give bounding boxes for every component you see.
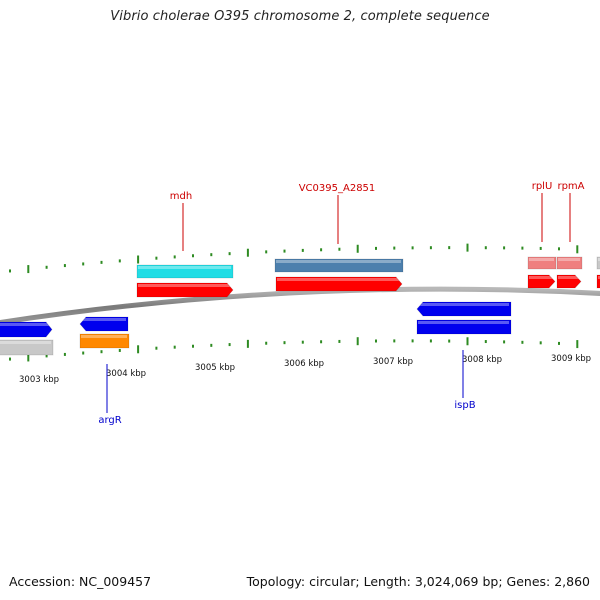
gene-feature: [416, 319, 512, 335]
gene-feature: [596, 256, 600, 270]
gene-label: rplU: [532, 181, 553, 192]
scale-labels: 3003 kbp 3004 kbp 3005 kbp 3006 kbp 3007 kbp…: [19, 354, 591, 385]
gene-feature: [556, 274, 582, 289]
gene-feature: [0, 339, 54, 356]
gene-feature: [0, 321, 53, 338]
gene-feature: [275, 276, 403, 292]
gene-feature: [136, 282, 234, 298]
inner-tick-marks: [9, 337, 579, 362]
gene-feature: [79, 316, 129, 332]
scale-tick-label: 3006 kbp: [284, 359, 324, 369]
scale-tick-label: 3003 kbp: [19, 375, 59, 385]
gene-label: VC0395_A2851: [299, 183, 376, 194]
accession-text: Accession: NC_009457: [9, 574, 152, 589]
gene-feature: [556, 256, 583, 270]
gene-feature: [527, 274, 556, 289]
gene-feature: [527, 256, 557, 270]
chromosome-backbone: [0, 286, 600, 326]
scale-tick-label: 3004 kbp: [106, 369, 146, 379]
scale-tick-label: 3007 kbp: [373, 357, 413, 367]
gene-label: rpmA: [557, 181, 584, 192]
gene-labels: mdh VC0395_A2851 rplU rpmA argR ispB: [98, 181, 584, 426]
scale-tick-label: 3008 kbp: [462, 355, 502, 365]
scale-tick-label: 3005 kbp: [195, 363, 235, 373]
gene-feature: [136, 264, 234, 279]
outer-tick-marks: [9, 243, 579, 274]
gene-feature: [416, 301, 512, 317]
gene-label: argR: [98, 415, 121, 426]
gene-feature: [79, 333, 130, 349]
topology-text: Topology: circular; Length: 3,024,069 bp…: [246, 574, 590, 589]
map-title: Vibrio cholerae O395 chromosome 2, compl…: [110, 9, 490, 24]
gene-label: mdh: [170, 191, 192, 202]
gene-label: ispB: [454, 400, 475, 411]
scale-tick-label: 3009 kbp: [551, 354, 591, 364]
gene-features: [0, 256, 600, 356]
gene-feature: [274, 258, 404, 273]
gene-feature: [596, 274, 600, 289]
